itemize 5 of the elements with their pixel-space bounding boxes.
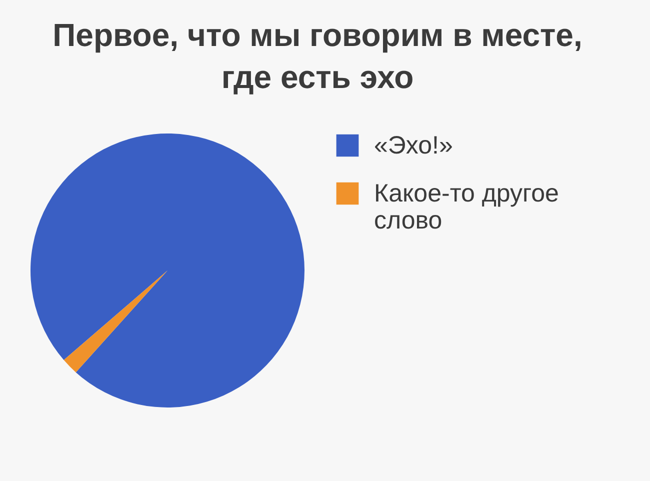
pie-slice: [64, 270, 168, 372]
pie-slice: [30, 134, 304, 408]
chart-title: Первое, что мы говорим в месте, где есть эхо: [52, 17, 582, 95]
legend-label: Какое-то другое слово: [374, 180, 559, 234]
legend-label: «Эхо!»: [374, 132, 453, 160]
